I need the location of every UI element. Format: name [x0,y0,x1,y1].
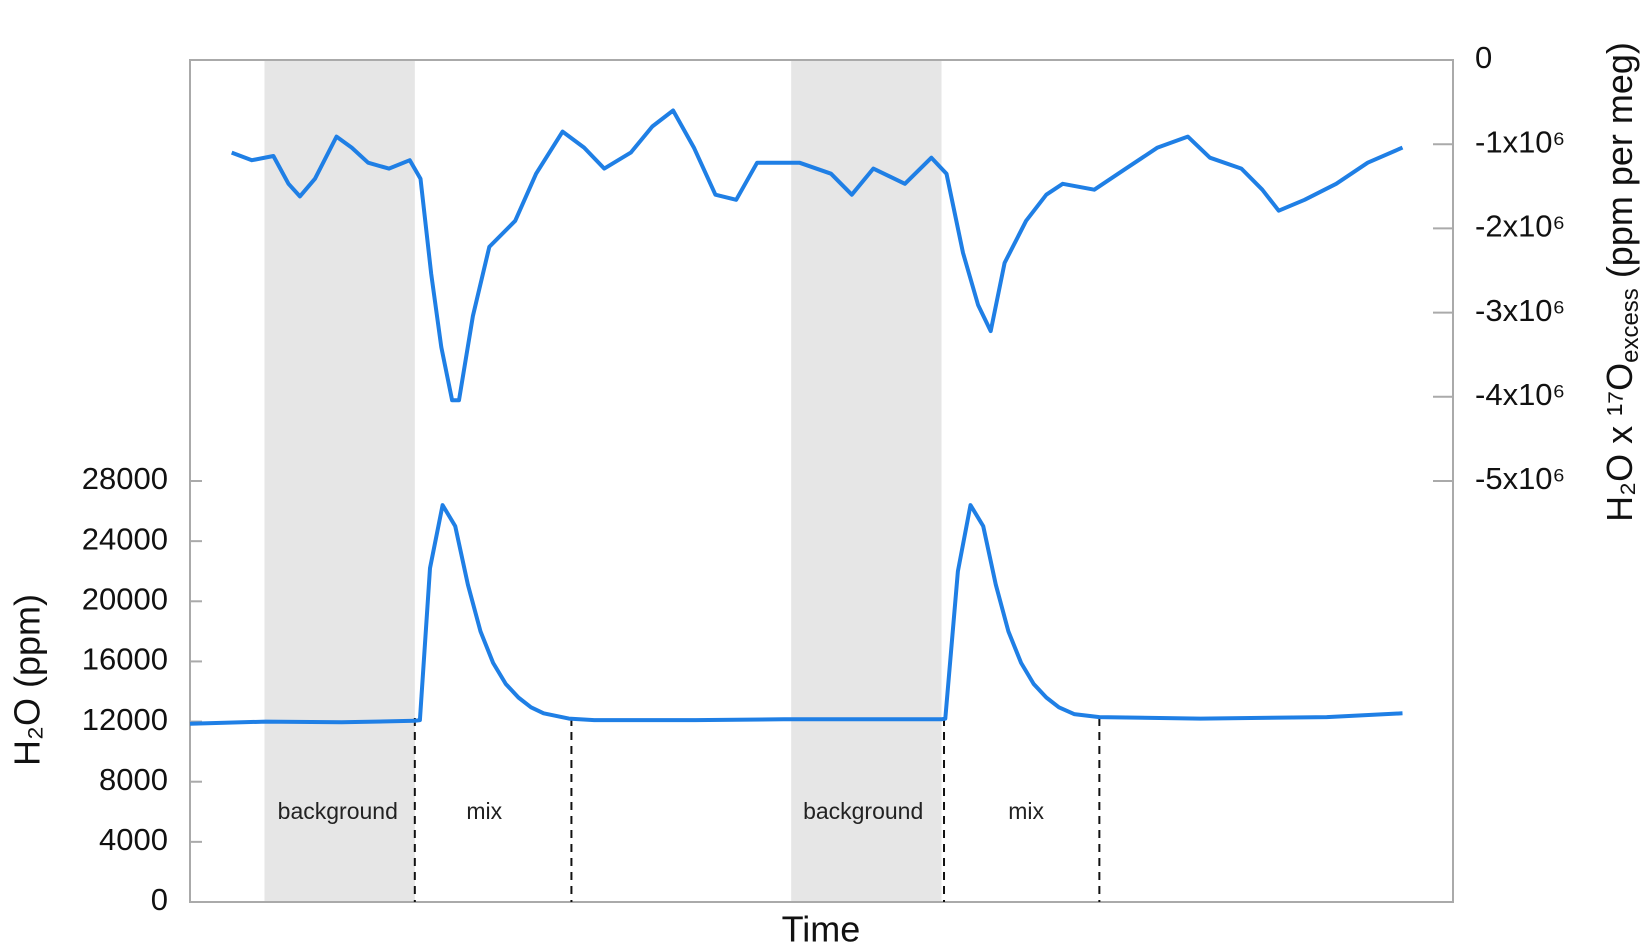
y2-tick-label: -2x10⁶ [1475,209,1565,244]
y2-label-main: H₂O x ¹⁷O [1599,363,1640,522]
y2-tick-label: -4x10⁶ [1475,377,1565,412]
y-tick-label: 0 [151,882,168,917]
y2-tick-label: -5x10⁶ [1475,461,1565,496]
shaded-region [264,60,415,902]
y-tick-label: 4000 [99,822,168,857]
y2-axis-label: H₂O x ¹⁷Oexcess (ppm per meg) [1599,42,1645,522]
y-tick-label: 12000 [82,702,168,737]
y2-tick-label: 0 [1475,40,1492,75]
background-layer [264,60,942,902]
phase-label: mix [1008,798,1044,824]
y-tick-label: 24000 [82,521,168,556]
y2-tick-label: -3x10⁶ [1475,293,1565,328]
y2-tick-label: -1x10⁶ [1475,124,1565,159]
y2-label-tail: (ppm per meg) [1599,42,1640,288]
y-tick-label: 8000 [99,762,168,797]
phase-label: background [278,798,398,824]
phase-label: mix [466,798,502,824]
data-line [230,108,1404,403]
y-tick-label: 16000 [82,642,168,677]
phase-label: background [803,798,923,824]
y-tick-label: 20000 [82,581,168,616]
data-line [189,503,1403,726]
y2-label-sub: excess [1617,288,1644,363]
x-axis-label: Time [782,909,861,950]
y-tick-label: 28000 [82,461,168,496]
shaded-region [791,60,942,902]
y-axis-label: H₂O (ppm) [7,594,48,766]
